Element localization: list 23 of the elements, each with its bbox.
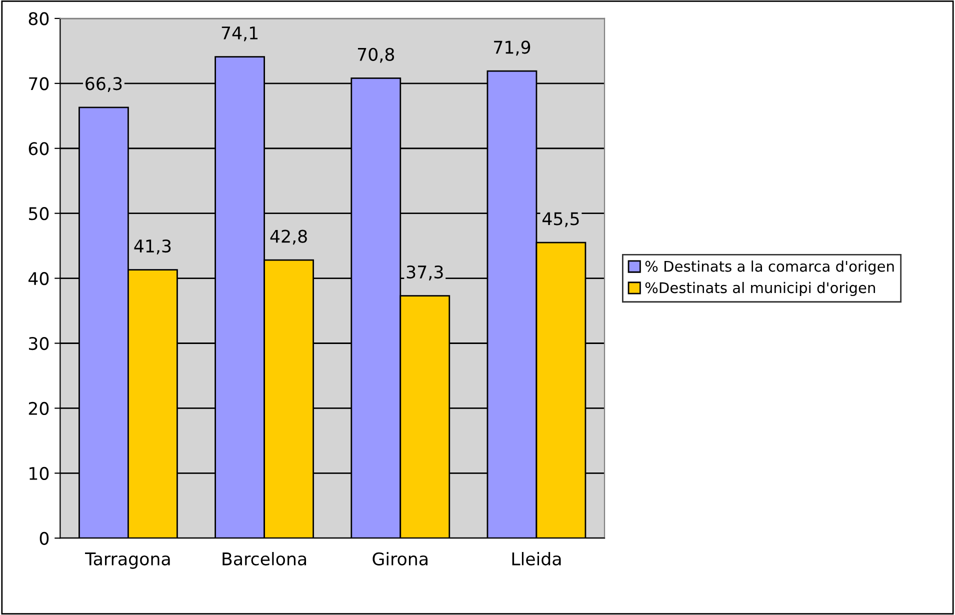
- y-tick-label: 40: [28, 272, 49, 286]
- y-tick-label: 70: [29, 77, 49, 90]
- y-tick-label: 60: [28, 142, 49, 156]
- y-tick-label: 30: [28, 336, 49, 350]
- data-label: 71,9: [494, 40, 530, 56]
- x-tick-label: Tarragona: [85, 552, 170, 569]
- x-tick-label: Lleida: [512, 552, 561, 566]
- y-tick-label: 80: [28, 12, 49, 26]
- x-tick-label: Girona: [372, 552, 428, 566]
- data-label: 70,8: [358, 48, 394, 63]
- y-tick-label: 0: [40, 532, 49, 545]
- data-label: 45,5: [542, 212, 579, 228]
- y-tick-label: 10: [30, 466, 49, 480]
- data-label: 37,3: [406, 265, 443, 280]
- data-label: 66,3: [86, 77, 122, 92]
- y-tick-label: 50: [28, 207, 49, 220]
- data-label: 42,8: [270, 230, 307, 245]
- data-label: 74,1: [222, 26, 258, 42]
- legend-label: % Destinats a la comarca d'origen: [645, 260, 894, 275]
- legend-label: %Destinats al municipi d'origen: [645, 282, 875, 296]
- data-label: 41,3: [134, 239, 171, 254]
- y-tick-label: 20: [28, 402, 49, 416]
- x-tick-label: Barcelona: [222, 552, 306, 566]
